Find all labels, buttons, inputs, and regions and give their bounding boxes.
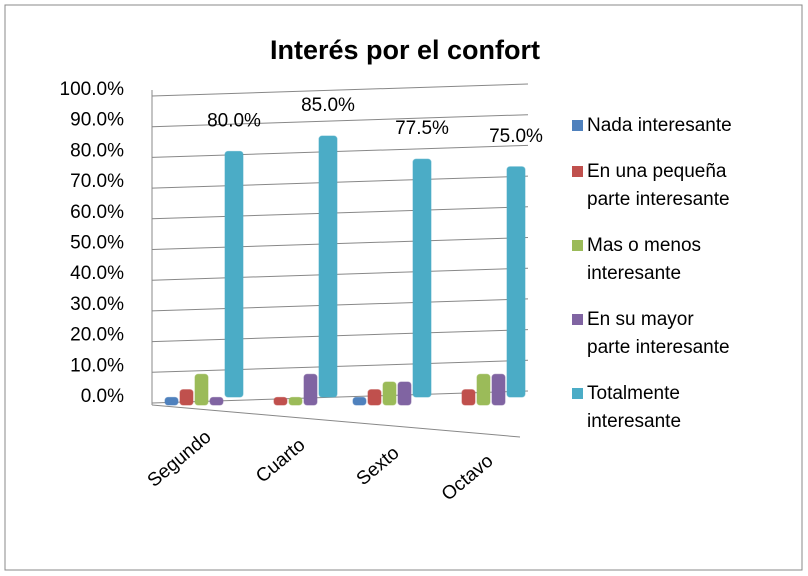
- x-axis: [151, 404, 521, 438]
- bar: [303, 373, 318, 406]
- legend-label: Mas o menos interesante: [587, 235, 702, 284]
- chart-border: [4, 4, 803, 571]
- bar: [476, 373, 491, 406]
- bar: [352, 396, 367, 406]
- grid-line: [151, 298, 529, 312]
- data-label: 85.0%: [301, 95, 355, 116]
- legend-label: Totalmente interesante: [587, 383, 682, 432]
- legend-item: En su mayor parte interesante: [572, 306, 732, 362]
- y-tick-label: 30.0%: [70, 294, 124, 315]
- legend-swatch: [572, 388, 583, 399]
- chart-title: Interés por el confort: [270, 35, 540, 65]
- grid-line: [151, 237, 529, 250]
- bar: [273, 396, 288, 406]
- data-label: 75.0%: [489, 126, 543, 147]
- bar: [194, 373, 209, 406]
- grid-line: [151, 83, 529, 97]
- grid-line: [151, 329, 529, 343]
- grid-line: [151, 175, 529, 189]
- grid-line: [151, 206, 529, 220]
- bar: [397, 381, 412, 406]
- legend-item: Mas o menos interesante: [572, 232, 732, 288]
- y-tick-label: 90.0%: [70, 110, 124, 131]
- y-tick-label: 100.0%: [60, 79, 125, 100]
- legend-item: En una pequeña parte interesante: [572, 158, 732, 214]
- bar: [382, 381, 397, 406]
- legend-swatch: [572, 240, 583, 251]
- legend-item: Nada interesante: [572, 112, 732, 140]
- legend-label: En su mayor parte interesante: [587, 309, 730, 358]
- bar: [224, 150, 244, 398]
- bar: [288, 396, 303, 406]
- y-tick-label: 50.0%: [70, 233, 124, 254]
- data-label: 80.0%: [207, 110, 261, 131]
- grid-line: [151, 114, 529, 128]
- bar: [179, 389, 194, 406]
- y-tick-label: 70.0%: [70, 171, 124, 192]
- y-tick-label: 60.0%: [70, 202, 124, 223]
- legend-swatch: [572, 314, 583, 325]
- bar: [412, 158, 432, 398]
- y-tick-label: 0.0%: [81, 386, 124, 407]
- y-tick-label: 10.0%: [70, 355, 124, 376]
- bar: [164, 396, 179, 406]
- bar: [491, 373, 506, 406]
- bar: [461, 389, 476, 406]
- legend-item: Totalmente interesante: [572, 380, 732, 436]
- legend-swatch: [572, 120, 583, 131]
- y-tick-label: 40.0%: [70, 263, 124, 284]
- bar: [506, 166, 526, 398]
- legend-swatch: [572, 166, 583, 177]
- legend: Nada interesante En una pequeña parte int…: [572, 112, 732, 454]
- grid-line: [151, 359, 529, 373]
- y-tick-label: 80.0%: [70, 140, 124, 161]
- legend-label: Nada interesante: [587, 115, 732, 136]
- y-tick-label: 20.0%: [70, 325, 124, 346]
- bar: [318, 135, 338, 398]
- grid-line: [151, 144, 529, 158]
- legend-label: En una pequeña parte interesante: [587, 161, 730, 210]
- bar: [209, 396, 224, 406]
- grid-line: [151, 267, 529, 281]
- data-label: 77.5%: [395, 118, 449, 139]
- bar: [367, 389, 382, 406]
